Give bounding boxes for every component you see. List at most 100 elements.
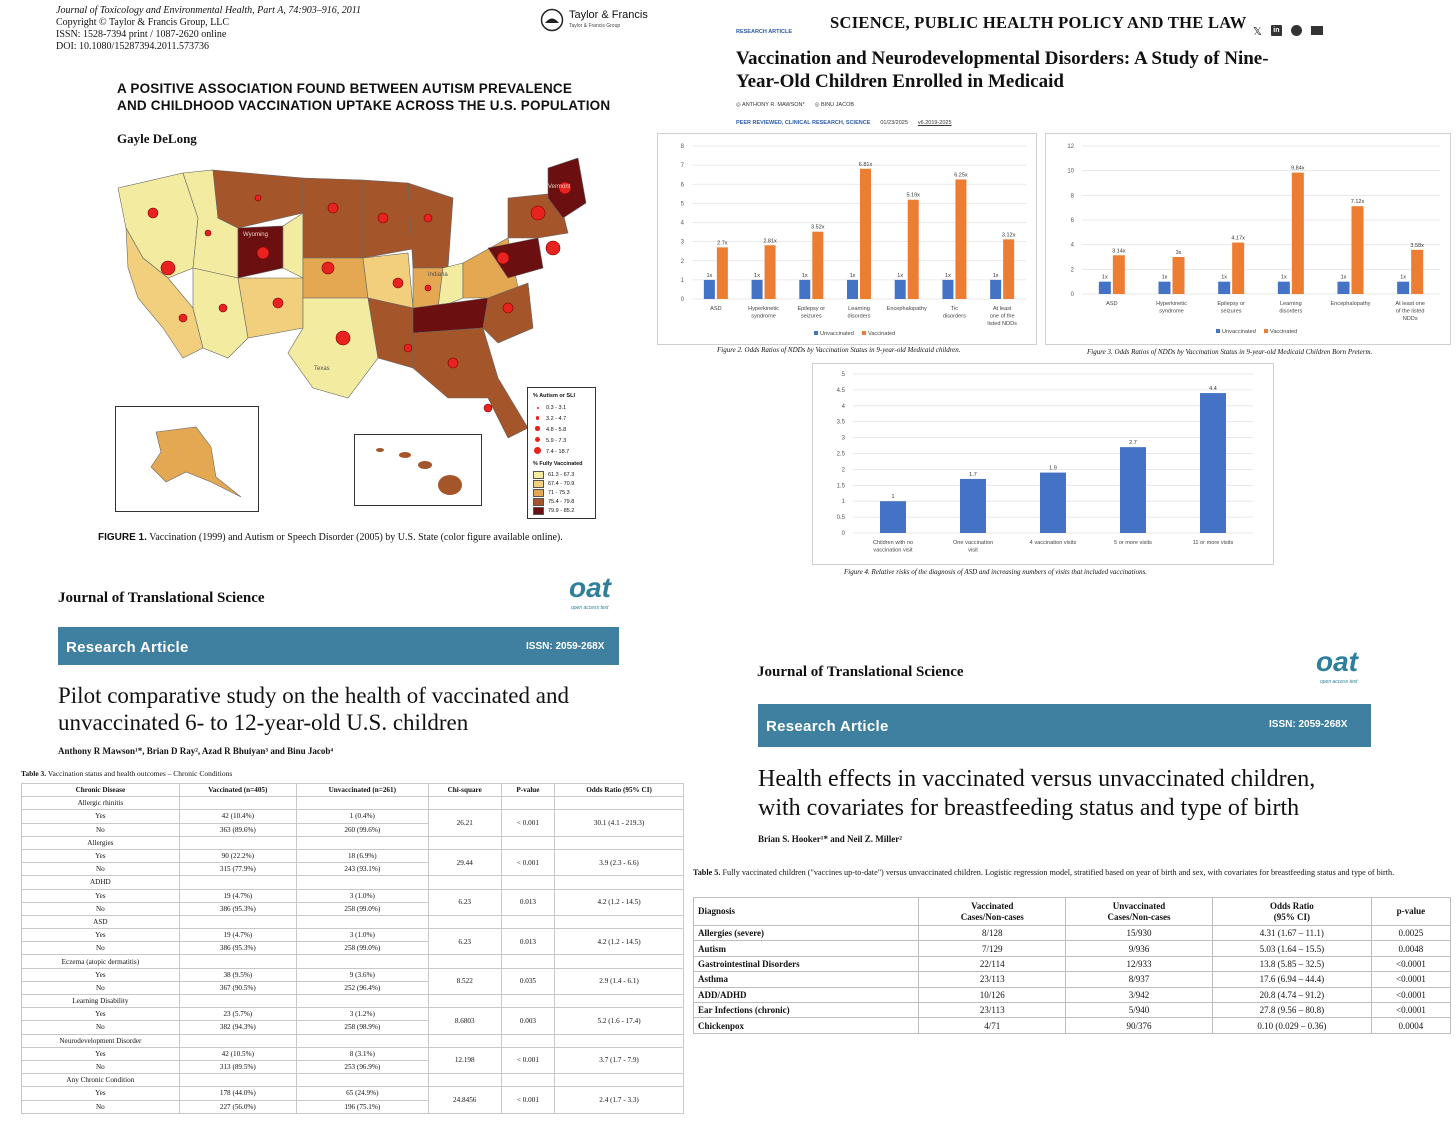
- bar: [1200, 393, 1226, 533]
- data-label: 3.14x: [1112, 248, 1126, 254]
- category-label-line: disorders: [1279, 309, 1302, 315]
- category-label-line: Encephalopathy: [1330, 301, 1370, 307]
- category-label-line: visit: [968, 548, 978, 554]
- y-tick-label: 12: [1067, 144, 1074, 150]
- table3-no-label: No: [21, 1099, 180, 1114]
- table3-row: Yes 19 (4.7%) 3 (1.0%) 6.23 0.013 4.2 (1.2 - …: [21, 888, 684, 916]
- table5-header-diagnosis: Diagnosis: [692, 897, 920, 926]
- bar: [1158, 281, 1171, 294]
- table5-cell: 8/937: [1065, 971, 1213, 988]
- table3-p-value: < 0.001: [500, 809, 556, 837]
- map-region-dakotas: [302, 177, 364, 259]
- table3-odds-ratio: 2.4 (1.7 - 3.3): [554, 1086, 684, 1114]
- legend-swatch: [533, 479, 544, 488]
- y-tick-label: 6: [1071, 218, 1075, 224]
- table3-yes-label: Yes: [21, 967, 180, 982]
- table3-row: Yes 90 (22.2%) 18 (6.9%) 29.44 < 0.001 3.9 (2…: [21, 848, 684, 877]
- legend-autism-item: 4.8 - 5.8: [533, 424, 593, 435]
- table3-disease-name: Any Chronic Condition: [21, 1073, 180, 1088]
- bar: [1397, 281, 1410, 294]
- table3-group-row: ASD: [21, 914, 684, 930]
- table3-cell: 178 (44.0%): [178, 1086, 297, 1101]
- category-label: Epilepsy or seizures: [797, 306, 825, 320]
- table3-cell: 19 (4.7%): [178, 888, 297, 903]
- legend-label: Vaccinated: [868, 331, 895, 337]
- table5-cell: 22/114: [918, 955, 1067, 973]
- data-label: 1x: [754, 273, 760, 279]
- data-label: 1x: [706, 273, 712, 279]
- table5-cell: 5/940: [1065, 1001, 1213, 1019]
- table3-cell: [295, 993, 429, 1009]
- legend-vaccinated-range: 75.4 - 79.8: [548, 498, 575, 505]
- map-label-vermont: Vermont: [548, 184, 571, 190]
- data-label: 9.84x: [1291, 166, 1305, 172]
- table3-no-label: No: [21, 822, 180, 837]
- table3-cell: [554, 954, 684, 969]
- table3-odds-ratio: 4.2 (1.2 - 14.5): [554, 888, 684, 916]
- data-label: 1x: [1400, 275, 1406, 281]
- table3-group-row: Allergies: [21, 835, 684, 850]
- category-label-line: Epilepsy or: [1217, 301, 1245, 307]
- table3-cell: [554, 1033, 684, 1048]
- table3-odds-ratio: 4.2 (1.2 - 14.5): [554, 928, 684, 956]
- category-label-line: syndrome: [751, 314, 776, 320]
- category-label: Hyperkinetic syndrome: [748, 306, 779, 320]
- figure3-caption: Figure 3. Odds Ratios of NDDs by Vaccina…: [1087, 348, 1373, 356]
- table3-header: Odds Ratio (95% CI): [554, 782, 684, 798]
- table3-cell: 3 (1.2%): [295, 1007, 429, 1022]
- table3-cell: [427, 835, 502, 850]
- data-label: 1.7: [969, 472, 977, 478]
- bar: [1411, 249, 1424, 294]
- meta-version[interactable]: v6.2019-2025: [917, 120, 952, 126]
- table3-cell: [427, 993, 502, 1009]
- article-title-line1: Pilot comparative study on the health of…: [58, 683, 569, 708]
- facebook-share-icon[interactable]: [1290, 25, 1302, 36]
- table5-row: Chickenpox 4/71 90/376 0.10 (0.029 – 0.36) 0…: [692, 1017, 1452, 1034]
- category-label-line: One vaccination: [953, 540, 993, 546]
- data-label: 1x: [1281, 275, 1287, 281]
- map-label-indiana: Indiana: [428, 272, 448, 278]
- category-label: At least one of the listed NDDs: [987, 306, 1017, 327]
- category-label-line: NDDs: [1403, 316, 1418, 322]
- x-share-icon[interactable]: 𝕏: [1253, 25, 1262, 38]
- table3-cell: 90 (22.2%): [178, 848, 297, 864]
- bar: [751, 279, 763, 299]
- table5-header-row: Diagnosis Vaccinated Cases/Non-cases Unva…: [692, 897, 1452, 926]
- table5-caption: Table 5. Fully vaccinated children ("vac…: [693, 867, 1453, 878]
- category-label: Children with no vaccination visit: [873, 540, 913, 554]
- oat-logo: oat: [569, 572, 611, 603]
- table3-cell: 23 (5.7%): [178, 1007, 297, 1022]
- table3-cell: 65 (24.9%): [295, 1086, 429, 1101]
- table3-cell: [427, 796, 502, 811]
- data-label: 1x: [1221, 275, 1227, 281]
- table3-cell: [295, 1033, 429, 1048]
- table5: Diagnosis Vaccinated Cases/Non-cases Unva…: [692, 897, 1452, 1034]
- hooker-miller-panel: Journal of Translational Science oat ope…: [690, 640, 1456, 1138]
- legend-vaccinated-item: 79.9 - 85.2: [533, 506, 593, 515]
- legend-title-vaccinated: % Fully Vaccinated: [533, 461, 583, 467]
- category-label: Tic disorders: [943, 306, 966, 320]
- email-share-icon[interactable]: [1310, 26, 1323, 35]
- category-label-line: Hyperkinetic: [1156, 301, 1187, 307]
- table3-cell: [427, 875, 502, 890]
- table3-cell: [500, 1073, 556, 1088]
- data-label: 1x: [850, 273, 856, 279]
- y-tick-label: 3.5: [837, 420, 846, 426]
- data-label: 2.81x: [763, 238, 777, 244]
- publisher-emblem-icon: [540, 8, 564, 32]
- table3-cell: [295, 835, 429, 850]
- publisher-subname: Taylor & Francis Group: [569, 23, 621, 29]
- table3-cell: [500, 954, 556, 969]
- table3-row: Yes 42 (10.4%) 1 (0.4%) 26.21 < 0.001 30.1 (4…: [21, 809, 684, 837]
- table3-cell: 313 (89.5%): [178, 1059, 297, 1075]
- bar: [955, 179, 967, 299]
- table3-label: Table 3.: [21, 769, 47, 778]
- map-region-california: [125, 227, 204, 359]
- table3-p-value: 0.013: [500, 928, 556, 956]
- banner-label: Research Article: [66, 639, 189, 656]
- table3-cell: [500, 796, 556, 811]
- linkedin-share-icon[interactable]: in: [1270, 25, 1282, 36]
- meta-tags[interactable]: PEER REVIEWED, CLINICAL RESEARCH, SCIENC…: [736, 120, 871, 126]
- table5-body: Allergies (severe) 8/128 15/930 4.31 (1.67 …: [692, 924, 1452, 1034]
- category-label: Learning disorders: [847, 306, 870, 320]
